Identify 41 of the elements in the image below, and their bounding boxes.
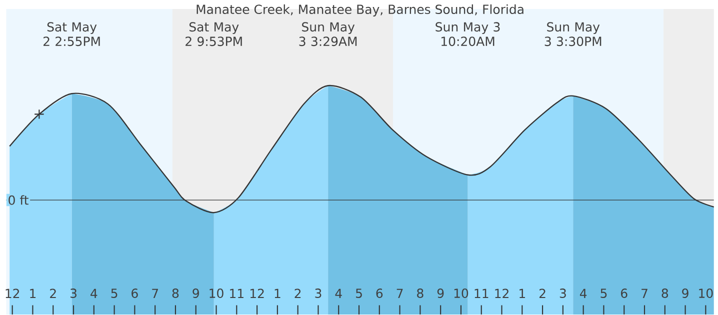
x-tick-label: 4 bbox=[335, 288, 342, 298]
x-tick-label: 9 bbox=[437, 288, 444, 298]
text: Sat May 2 9:53PM bbox=[186, 22, 242, 46]
x-tick-label: 7 bbox=[396, 288, 403, 298]
x-tick-label: 2 bbox=[50, 288, 56, 298]
x-tick-label: 9 bbox=[682, 288, 688, 298]
x-tick-label: 4 bbox=[580, 288, 587, 298]
x-tick-label: 9 bbox=[192, 288, 199, 298]
x-tick-label: 6 bbox=[621, 288, 628, 298]
ref-line-label: 0 ft bbox=[8, 195, 28, 205]
x-tick-label: 6 bbox=[376, 288, 383, 298]
text: Sat May 2 2:55PM bbox=[44, 22, 100, 46]
x-tick-label: 12 bbox=[250, 288, 264, 298]
x-tick-label: 5 bbox=[600, 288, 607, 298]
x-tick-label: 5 bbox=[356, 288, 362, 298]
x-tick-label: 2 bbox=[294, 288, 301, 298]
x-tick-label: 8 bbox=[417, 288, 424, 298]
text: Sun May 3 3:29AM bbox=[299, 22, 357, 46]
chart-title: Manatee Creek, Manatee Bay, Barnes Sound, Florida bbox=[196, 4, 524, 16]
x-tick-label: 1 bbox=[520, 288, 525, 298]
x-tick-label: 1 bbox=[274, 288, 280, 298]
x-tick-label: 10 bbox=[454, 288, 468, 298]
x-tick-label: 5 bbox=[111, 288, 118, 298]
x-tick-label: 7 bbox=[152, 288, 158, 298]
x-tick-label: 10 bbox=[210, 288, 224, 298]
text: Sun May 3 10:20AM bbox=[436, 22, 500, 46]
x-tick-label: 6 bbox=[132, 288, 138, 298]
x-tick-label: 10 bbox=[699, 288, 713, 298]
x-tick-label: 12 bbox=[495, 288, 508, 298]
x-tick-label: 1 bbox=[30, 288, 36, 298]
x-tick-label: 7 bbox=[642, 288, 648, 298]
x-tick-label: 3 bbox=[315, 288, 322, 298]
x-tick-label: 3 bbox=[560, 288, 566, 298]
x-tick-label: 11 bbox=[474, 288, 488, 298]
x-tick-label: 3 bbox=[70, 288, 76, 298]
x-tick-label: 4 bbox=[90, 288, 98, 298]
x-tick-label: 11 bbox=[230, 288, 244, 298]
text: Sun May 3 3:30PM bbox=[544, 22, 602, 46]
x-tick-label: 8 bbox=[172, 288, 179, 298]
x-tick-label: 8 bbox=[662, 288, 668, 298]
x-tick-label: 2 bbox=[539, 288, 546, 298]
